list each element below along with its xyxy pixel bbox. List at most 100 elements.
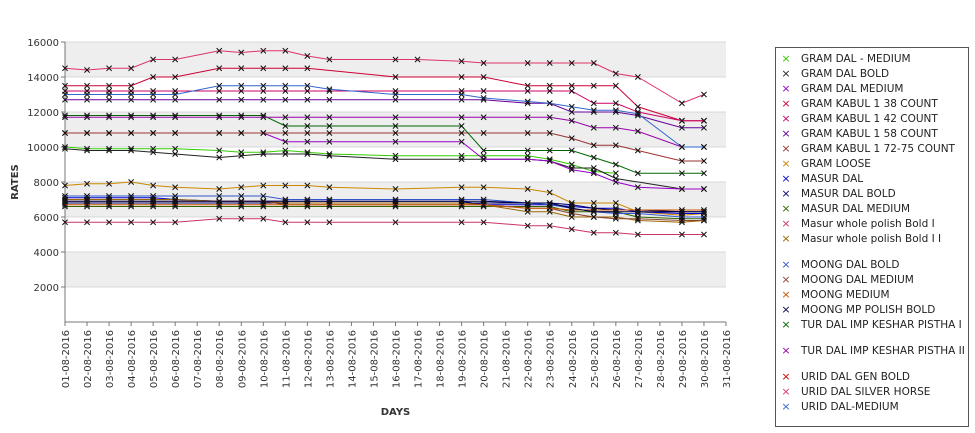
legend-label: Masur whole polish Bold I <box>801 218 935 230</box>
data-point-marker <box>634 128 641 135</box>
x-tick-label: 24-08-2016 <box>568 330 579 388</box>
data-point-marker <box>612 200 619 206</box>
data-point-marker <box>304 151 311 157</box>
data-point-marker <box>106 147 113 154</box>
data-point-marker <box>326 96 333 103</box>
data-point-marker <box>128 65 135 72</box>
legend-label: Masur whole polish Bold I I <box>801 233 942 245</box>
data-point-marker <box>480 130 487 136</box>
data-point-marker <box>524 186 531 192</box>
legend-item: × MOONG MP POLISH BOLD <box>779 303 967 317</box>
data-point-marker <box>172 130 179 136</box>
data-point-marker <box>480 74 487 80</box>
legend-marker-icon: × <box>781 232 791 245</box>
data-point-marker <box>84 114 90 121</box>
data-point-marker <box>524 114 531 121</box>
data-point-marker <box>678 208 685 215</box>
legend-marker-icon: × <box>781 172 791 185</box>
data-point-marker <box>480 60 487 66</box>
data-point-marker <box>701 186 707 192</box>
data-point-marker <box>84 91 90 98</box>
data-point-marker <box>106 193 113 199</box>
data-point-marker <box>238 215 245 222</box>
data-point-marker <box>634 147 641 154</box>
data-point-marker <box>634 231 641 238</box>
data-point-marker <box>150 130 157 136</box>
data-point-marker <box>216 65 223 72</box>
data-point-marker <box>458 58 465 65</box>
data-point-marker <box>480 95 487 101</box>
data-point-marker <box>282 198 289 205</box>
data-point-marker <box>612 179 619 185</box>
data-point-marker <box>84 180 90 187</box>
legend-marker-icon: × <box>781 273 791 286</box>
data-point-marker <box>524 130 531 136</box>
data-point-marker <box>524 222 531 229</box>
data-point-marker <box>326 184 333 191</box>
legend-marker-icon: × <box>781 303 791 316</box>
legend-marker-icon: × <box>781 187 791 200</box>
data-point-marker <box>590 100 597 107</box>
data-point-marker <box>62 198 68 205</box>
data-point-marker <box>282 182 289 189</box>
legend-label: GRAM KABUL 1 72-75 COUNT <box>801 143 955 155</box>
x-tick-label: 29-08-2016 <box>678 330 689 388</box>
data-point-marker <box>260 96 267 103</box>
data-point-marker <box>392 219 399 226</box>
data-point-marker <box>304 114 311 121</box>
legend-item: × URID DAL SILVER HORSE <box>779 386 967 399</box>
data-point-marker <box>62 182 68 189</box>
data-point-marker <box>612 107 619 114</box>
data-point-marker <box>568 88 575 94</box>
data-point-marker <box>216 130 223 136</box>
legend-label: GRAM KABUL 1 38 COUNT <box>801 98 938 110</box>
data-point-marker <box>304 96 311 103</box>
data-point-marker <box>458 114 465 121</box>
data-point-marker <box>568 205 575 212</box>
data-point-marker <box>546 200 553 206</box>
legend-marker-icon: × <box>781 288 791 301</box>
data-point-marker <box>701 117 707 124</box>
data-point-marker <box>326 86 333 93</box>
data-point-marker <box>282 114 289 121</box>
x-tick-label: 09-08-2016 <box>237 330 248 388</box>
data-point-marker <box>612 70 619 77</box>
data-point-marker <box>678 170 685 177</box>
data-point-marker <box>590 82 597 89</box>
x-tick-label: 30-08-2016 <box>700 330 711 388</box>
data-point-marker <box>216 215 223 222</box>
legend-item: × URID DAL-MEDIUM <box>779 401 967 414</box>
data-point-marker <box>282 219 289 226</box>
data-point-marker <box>546 60 553 66</box>
legend-label: URID DAL SILVER HORSE <box>801 386 931 398</box>
legend-item: × MASUR DAL <box>779 172 967 186</box>
data-point-marker <box>568 103 575 110</box>
data-point-marker <box>612 142 619 149</box>
legend-marker-icon: × <box>781 344 791 357</box>
data-point-marker <box>701 170 707 177</box>
data-point-marker <box>260 215 267 222</box>
x-tick-label: 11-08-2016 <box>281 330 292 388</box>
legend-item: × GRAM LOOSE <box>779 157 967 171</box>
legend-marker-icon: × <box>781 157 791 170</box>
legend-label: GRAM DAL BOLD <box>801 68 890 80</box>
data-point-marker <box>612 124 619 131</box>
data-point-marker <box>62 91 68 98</box>
series-line <box>64 146 616 174</box>
data-point-marker <box>238 65 245 72</box>
y-tick-label: 16000 <box>27 38 59 49</box>
data-point-marker <box>612 100 619 107</box>
data-point-marker <box>480 88 487 94</box>
data-point-marker <box>216 193 223 199</box>
data-point-marker <box>282 47 289 54</box>
legend-item: × GRAM DAL BOLD <box>779 68 967 81</box>
data-point-marker <box>238 198 245 205</box>
data-point-marker <box>128 198 135 205</box>
data-point-marker <box>260 151 267 157</box>
data-point-marker <box>590 200 597 206</box>
data-point-marker <box>172 198 179 205</box>
legend-label: TUR DAL IMP KESHAR PISTHA I <box>801 319 962 331</box>
data-point-marker <box>458 198 465 205</box>
x-tick-label: 27-08-2016 <box>634 330 645 388</box>
data-point-marker <box>480 184 487 191</box>
